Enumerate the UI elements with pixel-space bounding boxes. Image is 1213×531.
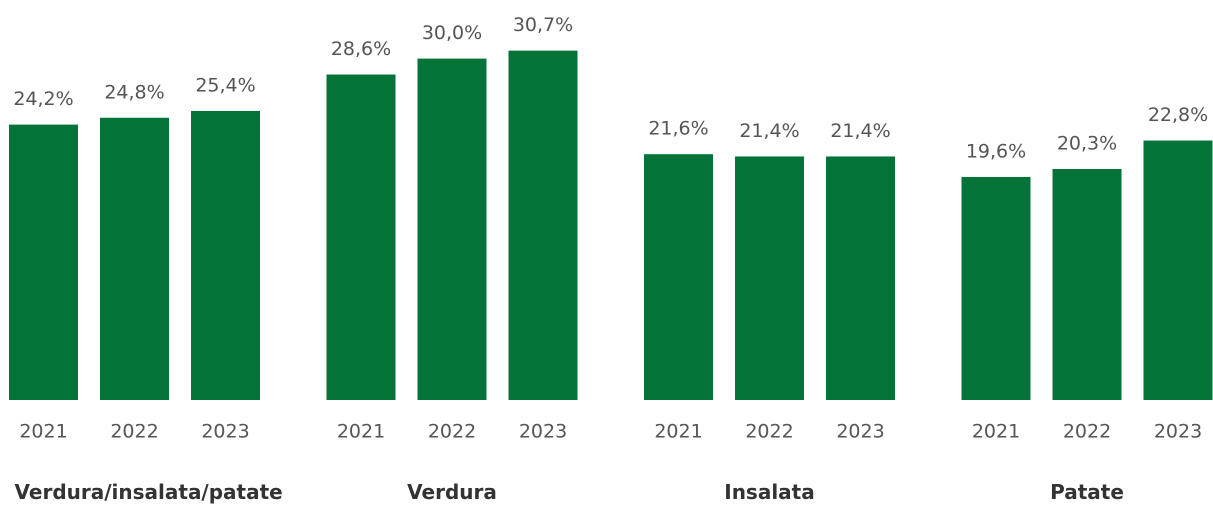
bar	[9, 124, 78, 400]
bar	[191, 110, 260, 400]
value-label: 25,4%	[195, 74, 255, 96]
bar	[826, 156, 895, 400]
year-label: 2023	[201, 421, 249, 443]
year-label: 2021	[337, 421, 385, 443]
bar	[644, 154, 713, 400]
year-label: 2022	[745, 421, 793, 443]
group-label: Patate	[1050, 480, 1124, 504]
year-label: 2022	[428, 421, 476, 443]
group-label: Verdura/insalata/patate	[14, 480, 283, 504]
year-label: 2023	[836, 421, 884, 443]
year-label: 2021	[972, 421, 1020, 443]
year-label: 2022	[1063, 421, 1111, 443]
bar	[326, 74, 396, 401]
value-label: 28,6%	[331, 38, 391, 60]
bar	[1052, 168, 1122, 400]
group-label: Insalata	[724, 480, 815, 504]
bar	[417, 58, 487, 400]
value-label: 21,4%	[739, 120, 799, 142]
value-label: 24,8%	[104, 81, 164, 103]
year-label: 2021	[654, 421, 702, 443]
value-label: 30,0%	[422, 22, 482, 44]
year-label: 2021	[19, 421, 67, 443]
year-label: 2022	[110, 421, 158, 443]
value-label: 21,6%	[648, 118, 708, 140]
bar	[100, 117, 169, 400]
year-label: 2023	[1154, 421, 1202, 443]
value-label: 21,4%	[830, 120, 890, 142]
bar	[961, 176, 1031, 400]
bar	[735, 156, 804, 400]
value-label: 22,8%	[1148, 104, 1208, 126]
bar	[508, 50, 578, 400]
group-label: Verdura	[407, 480, 497, 504]
value-label: 20,3%	[1057, 132, 1117, 154]
year-label: 2023	[519, 421, 567, 443]
value-label: 30,7%	[513, 14, 573, 36]
value-label: 24,2%	[13, 88, 73, 110]
bar	[1143, 140, 1213, 400]
value-label: 19,6%	[966, 140, 1026, 162]
